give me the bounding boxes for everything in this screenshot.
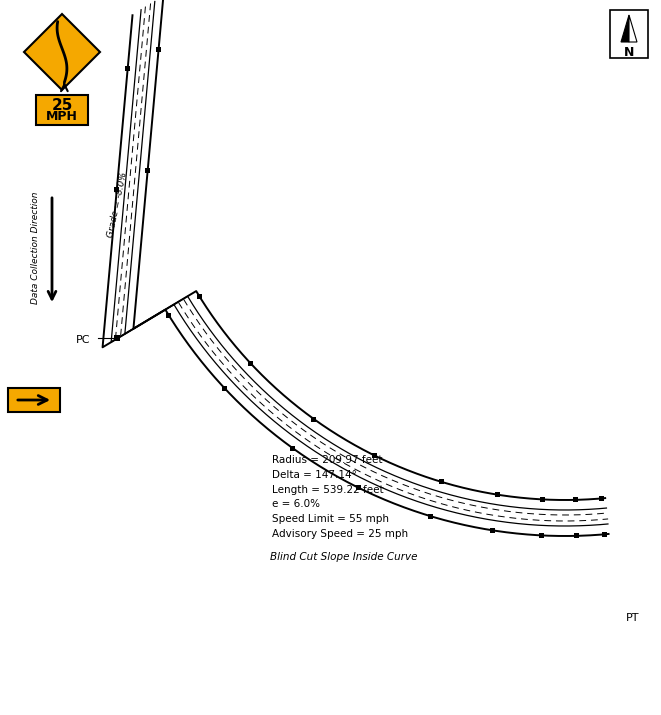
Text: 25: 25 — [52, 98, 73, 113]
Text: N: N — [624, 46, 634, 59]
Text: PC: PC — [75, 335, 90, 345]
Polygon shape — [621, 15, 629, 42]
Bar — [248, 361, 253, 366]
Bar — [8, 388, 60, 412]
Bar — [490, 528, 495, 533]
Bar — [167, 313, 171, 318]
Bar — [372, 453, 377, 458]
Text: PT: PT — [626, 613, 639, 623]
Text: Blind Cut Slope Inside Curve: Blind Cut Slope Inside Curve — [270, 552, 418, 562]
Bar — [602, 532, 607, 537]
Bar — [311, 417, 317, 422]
Text: MPH: MPH — [46, 110, 78, 123]
Bar — [610, 10, 648, 58]
Polygon shape — [24, 14, 100, 90]
Bar — [539, 533, 543, 538]
Text: Grade = -8.0%: Grade = -8.0% — [106, 172, 130, 239]
Bar — [36, 95, 88, 125]
Bar — [125, 66, 130, 71]
Text: Radius = 209.97 feet
Delta = 147.14°
Length = 539.22 feet
e = 6.0%
Speed Limit =: Radius = 209.97 feet Delta = 147.14° Len… — [272, 455, 408, 539]
Bar — [114, 335, 120, 341]
Bar — [156, 47, 161, 52]
Bar — [222, 385, 227, 390]
Bar — [599, 496, 603, 501]
Polygon shape — [629, 15, 637, 42]
Bar — [495, 492, 500, 497]
Bar — [573, 498, 578, 503]
Bar — [428, 514, 433, 518]
Bar — [541, 497, 545, 502]
Bar — [197, 294, 202, 299]
Bar — [439, 479, 444, 484]
Bar — [356, 485, 362, 490]
Bar — [114, 187, 120, 192]
Bar — [145, 168, 150, 173]
Text: Data Collection Direction: Data Collection Direction — [32, 192, 40, 305]
Bar — [574, 533, 579, 538]
Bar — [290, 445, 295, 450]
